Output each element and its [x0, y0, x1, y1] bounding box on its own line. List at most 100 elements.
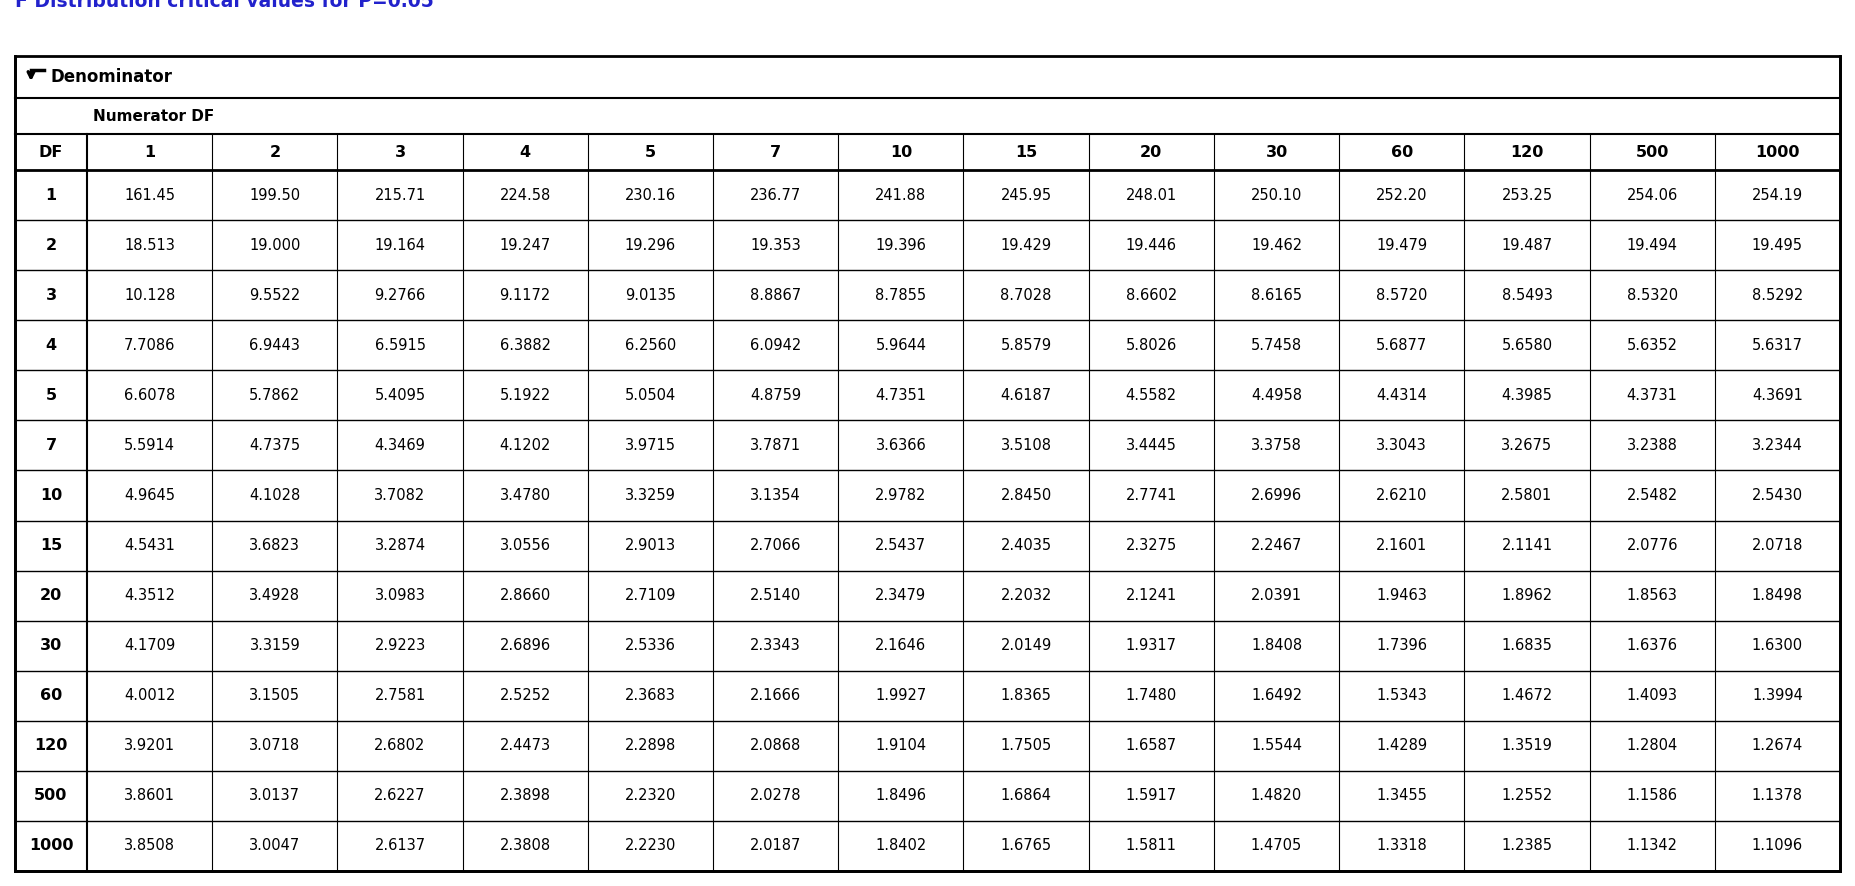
Text: 236.77: 236.77: [749, 188, 801, 203]
Text: 8.5320: 8.5320: [1625, 288, 1677, 303]
Text: 5: 5: [644, 144, 655, 159]
Text: 4.4958: 4.4958: [1250, 388, 1302, 403]
Text: 1.1586: 1.1586: [1625, 789, 1677, 804]
Text: 1.4705: 1.4705: [1250, 838, 1302, 853]
Text: 215.71: 215.71: [375, 188, 425, 203]
Text: 4.3469: 4.3469: [375, 438, 425, 453]
Text: 1.9463: 1.9463: [1376, 588, 1426, 603]
Text: 5.6877: 5.6877: [1375, 338, 1426, 353]
Text: 1: 1: [145, 144, 156, 159]
Text: 2.2898: 2.2898: [625, 738, 675, 753]
Text: 4.9645: 4.9645: [124, 488, 174, 503]
Text: 60: 60: [39, 688, 61, 703]
Text: 5.5914: 5.5914: [124, 438, 174, 453]
Text: 2.5336: 2.5336: [625, 638, 675, 653]
Text: 4.3512: 4.3512: [124, 588, 174, 603]
Text: 3.6366: 3.6366: [876, 438, 926, 453]
Text: 1.8408: 1.8408: [1250, 638, 1302, 653]
Text: 3.8508: 3.8508: [124, 838, 174, 853]
Text: 4.7351: 4.7351: [876, 388, 926, 403]
Text: 254.19: 254.19: [1751, 188, 1801, 203]
Text: 9.0135: 9.0135: [625, 288, 675, 303]
Text: 1.4672: 1.4672: [1501, 688, 1553, 703]
Text: 2.6996: 2.6996: [1250, 488, 1302, 503]
Text: 8.6602: 8.6602: [1126, 288, 1176, 303]
Text: 20: 20: [39, 588, 61, 603]
Text: 3.3043: 3.3043: [1376, 438, 1426, 453]
Text: 2.7066: 2.7066: [749, 538, 801, 553]
Text: 2: 2: [269, 144, 280, 159]
Text: 2.5252: 2.5252: [499, 688, 551, 703]
Text: 1.1342: 1.1342: [1625, 838, 1677, 853]
Text: 5.7862: 5.7862: [249, 388, 301, 403]
Text: 1.7480: 1.7480: [1126, 688, 1176, 703]
Text: 3.8601: 3.8601: [124, 789, 174, 804]
Text: 1.9317: 1.9317: [1126, 638, 1176, 653]
Text: 15: 15: [1015, 144, 1037, 159]
Text: 3.3259: 3.3259: [625, 488, 675, 503]
Text: 6.2560: 6.2560: [625, 338, 675, 353]
Text: 1.1096: 1.1096: [1751, 838, 1801, 853]
Text: F Distribution critical values for P=0.05: F Distribution critical values for P=0.0…: [15, 0, 434, 11]
Text: 19.487: 19.487: [1501, 237, 1551, 253]
Text: 6.6078: 6.6078: [124, 388, 174, 403]
Text: 9.1172: 9.1172: [499, 288, 551, 303]
Text: 1.6835: 1.6835: [1501, 638, 1551, 653]
Text: 4.4314: 4.4314: [1376, 388, 1426, 403]
Text: 19.247: 19.247: [499, 237, 551, 253]
Text: 4.0012: 4.0012: [124, 688, 174, 703]
Text: 2.0149: 2.0149: [1000, 638, 1052, 653]
Text: 19.479: 19.479: [1375, 237, 1426, 253]
Text: 1.8962: 1.8962: [1501, 588, 1551, 603]
Text: 1.2804: 1.2804: [1625, 738, 1677, 753]
Text: 120: 120: [1510, 144, 1543, 159]
Text: 1.8402: 1.8402: [876, 838, 926, 853]
Text: 8.5720: 8.5720: [1375, 288, 1426, 303]
Text: 3.3758: 3.3758: [1250, 438, 1300, 453]
Text: 2.0718: 2.0718: [1751, 538, 1801, 553]
Text: 1.3318: 1.3318: [1376, 838, 1426, 853]
Text: 3.9201: 3.9201: [124, 738, 174, 753]
Text: 3.0137: 3.0137: [249, 789, 301, 804]
Text: 2.5437: 2.5437: [876, 538, 926, 553]
Text: 3.0047: 3.0047: [249, 838, 301, 853]
Text: 254.06: 254.06: [1625, 188, 1677, 203]
Text: 1.9104: 1.9104: [876, 738, 926, 753]
Text: 30: 30: [1265, 144, 1287, 159]
Text: 3.2675: 3.2675: [1501, 438, 1551, 453]
Text: 19.495: 19.495: [1751, 237, 1801, 253]
Text: 1.8365: 1.8365: [1000, 688, 1052, 703]
Text: 1.3519: 1.3519: [1501, 738, 1551, 753]
Text: 1.3994: 1.3994: [1751, 688, 1801, 703]
Text: 2: 2: [45, 237, 56, 253]
Text: 1.6864: 1.6864: [1000, 789, 1052, 804]
Text: 2.0278: 2.0278: [749, 789, 801, 804]
Text: 4.1028: 4.1028: [249, 488, 301, 503]
Text: 3: 3: [45, 288, 56, 303]
Text: 4: 4: [519, 144, 531, 159]
Text: 3.6823: 3.6823: [249, 538, 301, 553]
Text: 5: 5: [45, 388, 56, 403]
Text: 3.2388: 3.2388: [1625, 438, 1677, 453]
Text: 8.7855: 8.7855: [876, 288, 926, 303]
Text: 2.6210: 2.6210: [1375, 488, 1426, 503]
Text: 6.3882: 6.3882: [499, 338, 551, 353]
Text: 20: 20: [1139, 144, 1161, 159]
Text: 3.3159: 3.3159: [249, 638, 301, 653]
Text: 3.9715: 3.9715: [625, 438, 675, 453]
Text: 3.7082: 3.7082: [375, 488, 425, 503]
Text: 2.8450: 2.8450: [1000, 488, 1052, 503]
Text: 2.5140: 2.5140: [749, 588, 801, 603]
Text: 7: 7: [770, 144, 781, 159]
Text: 19.429: 19.429: [1000, 237, 1052, 253]
Text: 6.0942: 6.0942: [749, 338, 801, 353]
Text: 500: 500: [33, 789, 67, 804]
Text: 1: 1: [45, 188, 56, 203]
Text: 2.0868: 2.0868: [749, 738, 801, 753]
Text: 4.6187: 4.6187: [1000, 388, 1052, 403]
Text: 161.45: 161.45: [124, 188, 174, 203]
Text: 1.5343: 1.5343: [1376, 688, 1426, 703]
Text: DF: DF: [39, 144, 63, 159]
Text: 3.4928: 3.4928: [249, 588, 301, 603]
Text: 2.5801: 2.5801: [1501, 488, 1553, 503]
